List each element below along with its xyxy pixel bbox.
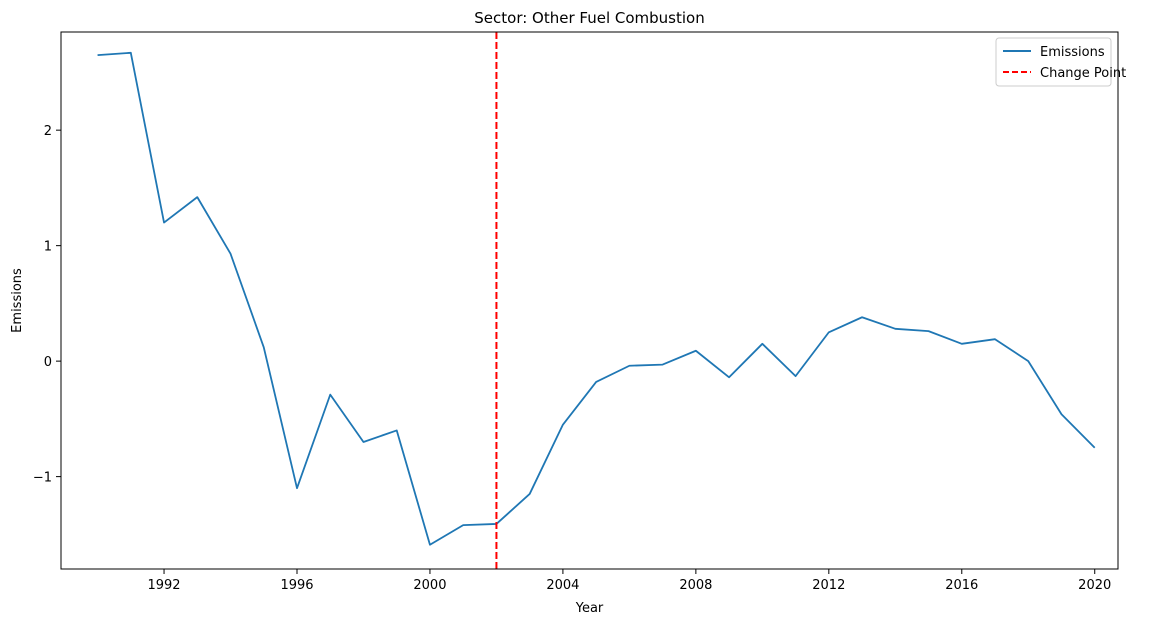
y-axis: −1 0 1 2 (33, 124, 61, 486)
legend: Emissions Change Point (995, 37, 1126, 87)
y-tick-label: 0 (44, 355, 52, 370)
x-tick-label: 2012 (812, 578, 845, 593)
x-tick-label: 1992 (147, 578, 180, 593)
x-tick-label: 2008 (679, 578, 712, 593)
plot-area (60, 31, 1119, 570)
x-axis-title: Year (575, 601, 604, 616)
x-tick-label: 2004 (546, 578, 579, 593)
legend-label: Change Point (1040, 66, 1126, 81)
plot-frame (60, 31, 1119, 570)
x-axis: 1992 1996 2000 2004 2008 2012 2016 2020 (147, 569, 1111, 593)
x-tick-label: 2016 (945, 578, 978, 593)
series-line-emissions (97, 51, 1096, 546)
x-tick-label: 1996 (280, 578, 313, 593)
x-tick-label: 2020 (1078, 578, 1111, 593)
x-tick-label: 2000 (413, 578, 446, 593)
y-tick-label: −1 (33, 471, 52, 486)
y-axis-title: Emissions (10, 268, 25, 333)
legend-label: Emissions (1040, 45, 1105, 60)
y-tick-label: 1 (44, 240, 52, 255)
y-tick-label: 2 (44, 124, 52, 139)
chart-title: Sector: Other Fuel Combustion (474, 9, 704, 27)
